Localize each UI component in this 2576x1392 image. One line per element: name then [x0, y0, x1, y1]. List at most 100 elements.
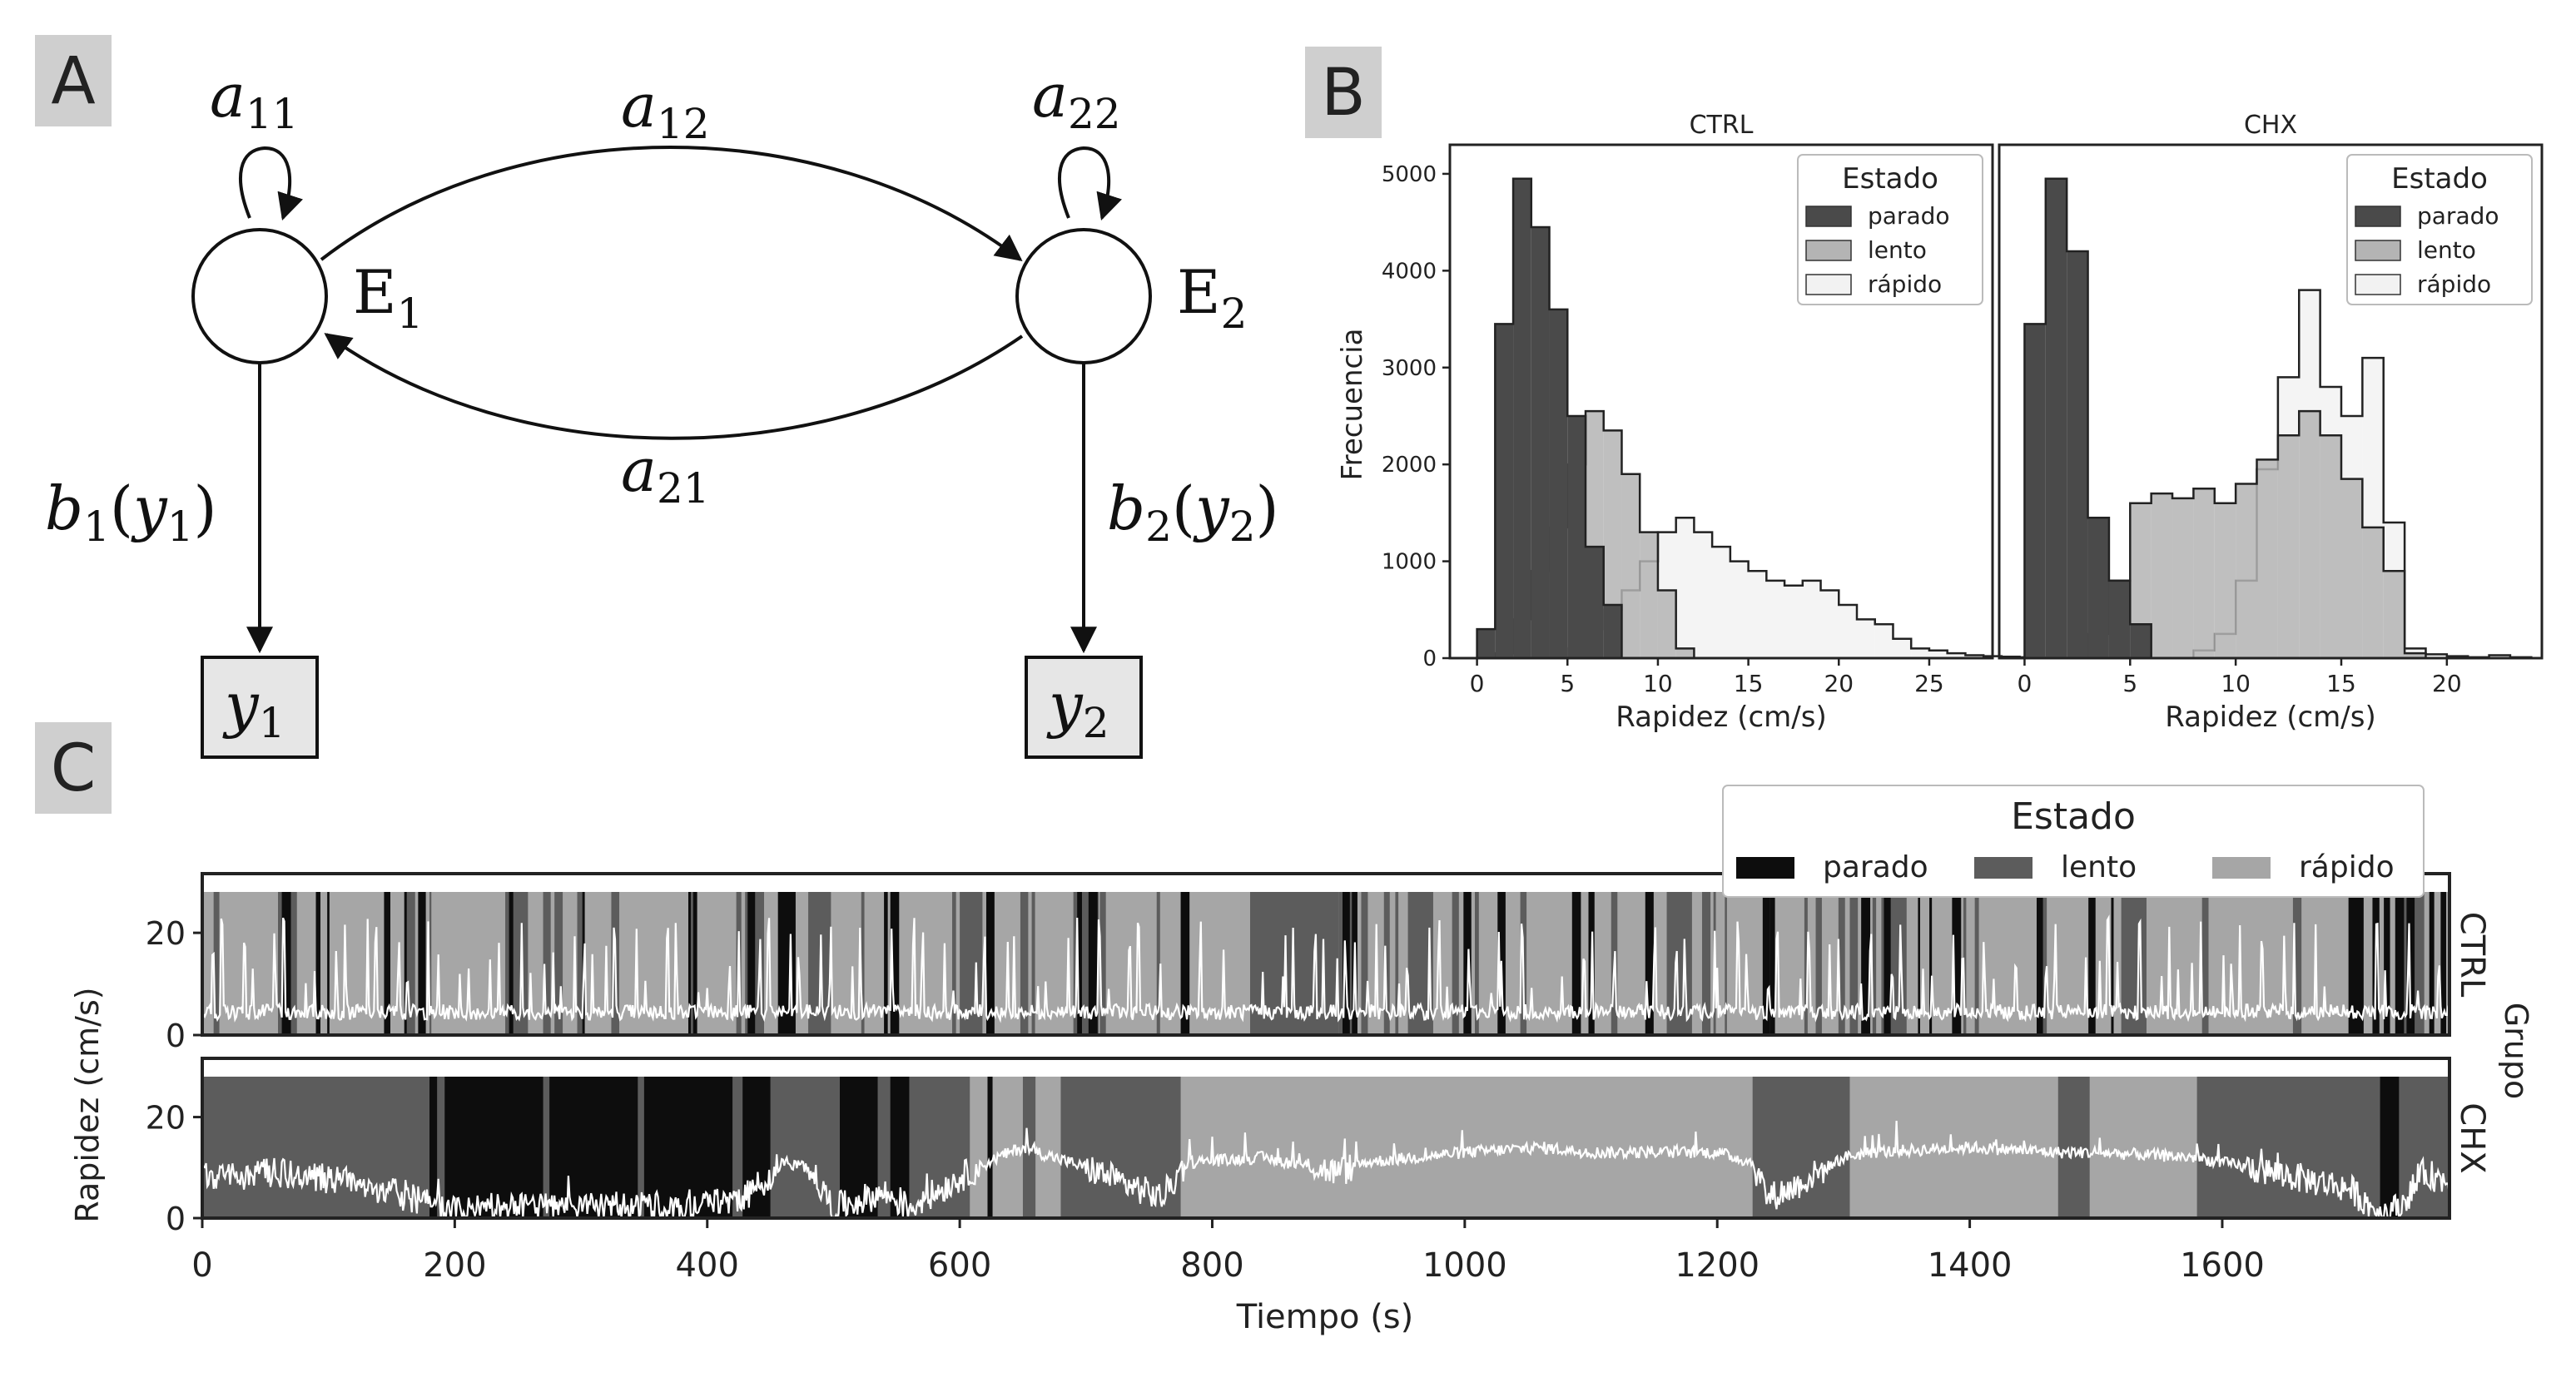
panel-c: C 0 20 CTRL 0 20 CHX 0 200 400 600 800 1000 1200 14…	[35, 722, 2534, 1336]
state-band-parado	[1769, 892, 1775, 1035]
hist-bar	[1839, 604, 1857, 658]
state-band-parado	[2088, 892, 2096, 1035]
hist-bar	[2151, 493, 2173, 658]
state-band-parado	[281, 892, 291, 1035]
hist-bar	[2320, 435, 2341, 658]
state-band-lento	[1156, 892, 1160, 1035]
hist-bar	[1965, 655, 1984, 658]
state-band-lento	[691, 892, 693, 1035]
hist-bar	[1893, 638, 1912, 658]
timeseries-x-axis: 0 200 400 600 800 1000 1200 1400 1600	[191, 1218, 2265, 1285]
state-band-lento	[1304, 892, 1312, 1035]
state-band-parado	[315, 892, 320, 1035]
state-node-e1	[191, 228, 328, 364]
state-band-parado	[1918, 892, 1920, 1035]
y-tick-label: 3000	[1382, 356, 1437, 381]
state-band-parado	[2384, 892, 2390, 1035]
state-band-parado	[890, 892, 900, 1035]
self-loop-e1	[239, 146, 304, 221]
hist-bar	[1802, 580, 1821, 658]
hist-bar	[1603, 604, 1622, 658]
state-band-lento	[861, 892, 865, 1035]
state-band-lento	[1383, 892, 1390, 1035]
x-tick-label: 20	[1824, 670, 1854, 697]
x-tick-label: 5	[1560, 670, 1575, 697]
self-loop-e2	[1058, 146, 1123, 221]
hist-bar	[2425, 654, 2447, 658]
state-band-lento	[543, 892, 551, 1035]
legend-swatch-parado	[2355, 206, 2401, 227]
transition-label-a21: a21	[621, 435, 710, 513]
state-band-lento	[1395, 892, 1399, 1035]
speed-trace-ctrl	[201, 914, 2451, 1023]
hist-bar	[1675, 518, 1695, 658]
x-tick-label: 0	[1470, 670, 1485, 697]
state-band-lento	[406, 892, 415, 1035]
observation-label-2: y2	[1046, 670, 1109, 747]
state-band-lento	[1963, 892, 1967, 1035]
state-band-parado	[890, 1077, 910, 1218]
state-band-lento	[293, 892, 296, 1035]
y-tick-label: 5000	[1382, 162, 1437, 187]
hist-bar	[1911, 648, 1929, 658]
x-tick-label: 1000	[1422, 1246, 1507, 1285]
hist-bar	[2277, 435, 2300, 658]
hist-bar	[2024, 324, 2046, 658]
state-band-rapido	[1180, 1077, 1753, 1218]
state-band-lento	[577, 892, 583, 1035]
state-band-parado	[840, 1077, 878, 1218]
panel-b: B Frecuencia CTRL 0 5 10 15 20 25 Rapidez (cm/s…	[1305, 47, 2544, 734]
hist-bar	[1621, 473, 1640, 658]
x-tick-label: 20	[2432, 670, 2462, 697]
state-band-lento	[1474, 892, 1479, 1035]
x-tick-label: 0	[191, 1246, 212, 1285]
observation-label-1: y1	[222, 670, 285, 747]
state-band-lento	[1815, 892, 1822, 1035]
legend-title: Estado	[2391, 162, 2488, 196]
hist-legend: Estado parado lento rápido	[2346, 154, 2533, 305]
plot-frame-ctrl	[201, 872, 2451, 1037]
hist-bar	[2340, 478, 2363, 658]
hist-bar	[1513, 178, 1531, 658]
state-band-lento	[952, 892, 956, 1035]
facet-label-ctrl: CTRL	[2453, 912, 2491, 998]
legend-swatch-rapido	[2355, 274, 2401, 295]
x-tick-label: 800	[1180, 1246, 1243, 1285]
state-band-lento	[1020, 892, 1029, 1035]
timeseries-x-axis-title: Tiempo (s)	[1236, 1298, 1414, 1336]
hist-outline	[2087, 409, 2427, 658]
hist-bar	[1784, 585, 1803, 658]
legend-title: Estado	[1842, 162, 1938, 196]
hist-bar	[1947, 653, 1966, 658]
hist-bar	[2236, 483, 2257, 658]
hist-bar	[1675, 648, 1695, 658]
state-band-lento	[2042, 892, 2047, 1035]
state-band-lento	[1361, 892, 1368, 1035]
hist-bar	[2299, 411, 2320, 658]
state-band-rapido	[1035, 1077, 1061, 1218]
state-band-lento	[1702, 892, 1711, 1035]
hist-bar	[1874, 624, 1894, 658]
state-band-parado	[987, 1077, 993, 1218]
x-tick-label: 15	[1734, 670, 1764, 697]
hist-bar	[2193, 488, 2215, 658]
state-band-parado	[1077, 892, 1082, 1035]
state-band-parado	[2380, 1077, 2400, 1218]
state-band-parado	[1180, 892, 1190, 1035]
legend-label: rápido	[2299, 850, 2395, 884]
state-band-parado	[1571, 892, 1581, 1035]
legend-label: parado	[1868, 202, 1950, 230]
state-label-e2: E2	[1177, 257, 1247, 338]
hist-bar	[1531, 226, 1550, 658]
state-band-lento	[543, 1077, 550, 1218]
panel-c-label: C	[51, 731, 96, 806]
hist-legend: Estado parado lento rápido	[1797, 154, 1983, 305]
hist-series-parado	[2023, 177, 2152, 658]
legend-swatch-parado	[1736, 857, 1794, 879]
legend-label: rápido	[2417, 270, 2491, 298]
hist-bar	[2067, 251, 2088, 658]
state-band-parado	[327, 892, 330, 1035]
hist-bar	[1712, 547, 1730, 658]
timeseries-legend: Estado parado lento rápido	[1722, 785, 2425, 898]
state-band-lento	[2201, 892, 2209, 1035]
